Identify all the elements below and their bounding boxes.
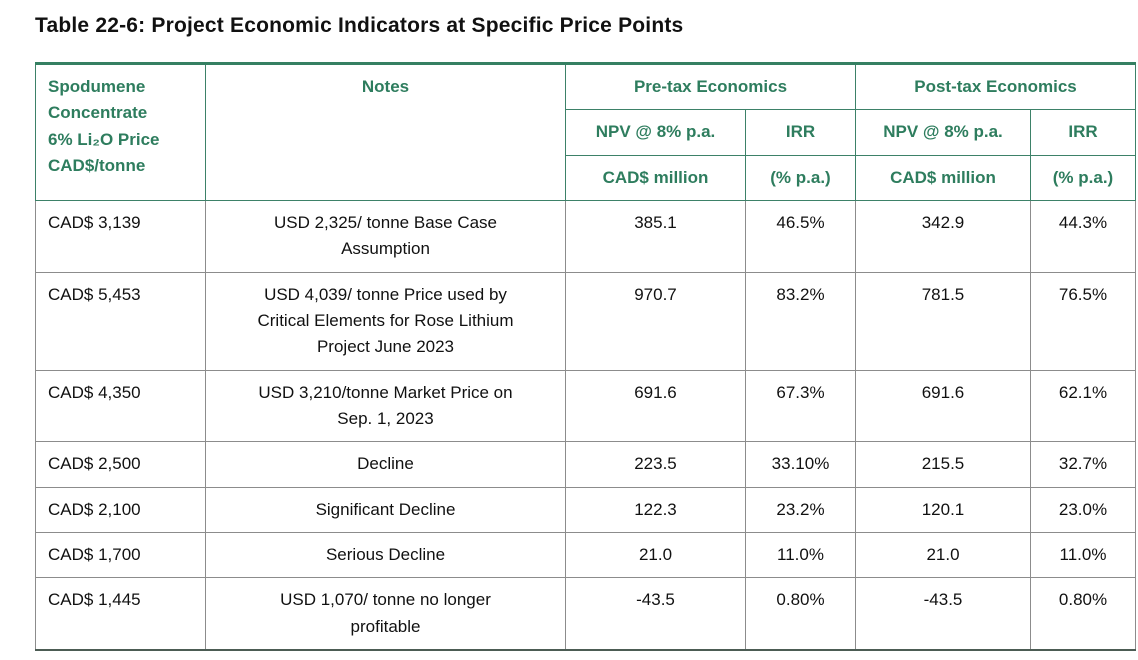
posttax-npv-cell: 21.0 [855,532,1031,579]
table-body: CAD$ 3,139 USD 2,325/ tonne Base Case As… [35,200,1136,651]
pretax-npv-cell: 385.1 [565,200,746,273]
note-cell: Serious Decline [205,532,566,579]
price-cell: CAD$ 1,445 [35,577,206,651]
pretax-npv-cell: 122.3 [565,486,746,534]
pretax-npv-cell: 691.6 [565,369,746,443]
posttax-irr-cell: 0.80% [1030,577,1136,651]
table-row: CAD$ 5,453 USD 4,039/ tonne Price used b… [35,271,1136,371]
pretax-npv-cell: 223.5 [565,441,746,488]
posttax-npv-cell: 120.1 [855,486,1031,534]
unit-header-posttax-irr: (% p.a.) [1030,154,1136,202]
table-row: CAD$ 2,100 Significant Decline 122.3 23.… [35,486,1136,534]
column-header-posttax-irr: IRR [1030,109,1136,156]
unit-header-posttax-npv: CAD$ million [855,154,1031,202]
price-cell: CAD$ 3,139 [35,200,206,273]
posttax-irr-cell: 44.3% [1030,200,1136,273]
table-row: CAD$ 4,350 USD 3,210/tonne Market Price … [35,369,1136,443]
economic-indicators-table: Spodumene Concentrate 6% Li₂O Price CAD$… [35,62,1136,652]
table-header: Spodumene Concentrate 6% Li₂O Price CAD$… [35,62,1136,202]
posttax-npv-cell: -43.5 [855,577,1031,651]
note-cell: USD 4,039/ tonne Price used by Critical … [205,271,566,371]
table-row: CAD$ 1,700 Serious Decline 21.0 11.0% 21… [35,532,1136,579]
pretax-irr-cell: 67.3% [745,369,856,443]
posttax-npv-cell: 781.5 [855,271,1031,371]
pretax-irr-cell: 23.2% [745,486,856,534]
pretax-npv-cell: 21.0 [565,532,746,579]
price-cell: CAD$ 2,100 [35,486,206,534]
price-cell: CAD$ 4,350 [35,369,206,443]
price-cell: CAD$ 1,700 [35,532,206,579]
table-row: CAD$ 3,139 USD 2,325/ tonne Base Case As… [35,200,1136,273]
pretax-npv-cell: -43.5 [565,577,746,651]
group-header-pretax: Pre-tax Economics [565,62,856,111]
price-cell: CAD$ 5,453 [35,271,206,371]
pretax-irr-cell: 83.2% [745,271,856,371]
posttax-irr-cell: 11.0% [1030,532,1136,579]
note-cell: USD 1,070/ tonne no longer profitable [205,577,566,651]
posttax-irr-cell: 76.5% [1030,271,1136,371]
table-title: Table 22-6: Project Economic Indicators … [35,14,684,37]
table-row: CAD$ 2,500 Decline 223.5 33.10% 215.5 32… [35,441,1136,488]
pretax-irr-cell: 46.5% [745,200,856,273]
unit-header-pretax-npv: CAD$ million [565,154,746,202]
note-cell: Decline [205,441,566,488]
group-header-posttax: Post-tax Economics [855,62,1136,111]
column-header-price: Spodumene Concentrate 6% Li₂O Price CAD$… [35,62,206,202]
posttax-irr-cell: 23.0% [1030,486,1136,534]
pretax-npv-cell: 970.7 [565,271,746,371]
posttax-npv-cell: 215.5 [855,441,1031,488]
note-cell: Significant Decline [205,486,566,534]
posttax-npv-cell: 342.9 [855,200,1031,273]
column-header-pretax-npv: NPV @ 8% p.a. [565,109,746,156]
price-cell: CAD$ 2,500 [35,441,206,488]
pretax-irr-cell: 0.80% [745,577,856,651]
posttax-npv-cell: 691.6 [855,369,1031,443]
note-cell: USD 2,325/ tonne Base Case Assumption [205,200,566,273]
pretax-irr-cell: 11.0% [745,532,856,579]
posttax-irr-cell: 32.7% [1030,441,1136,488]
column-header-posttax-npv: NPV @ 8% p.a. [855,109,1031,156]
pretax-irr-cell: 33.10% [745,441,856,488]
column-header-pretax-irr: IRR [745,109,856,156]
column-header-notes: Notes [205,62,566,202]
posttax-irr-cell: 62.1% [1030,369,1136,443]
table-row: CAD$ 1,445 USD 1,070/ tonne no longer pr… [35,577,1136,651]
unit-header-pretax-irr: (% p.a.) [745,154,856,202]
note-cell: USD 3,210/tonne Market Price on Sep. 1, … [205,369,566,443]
